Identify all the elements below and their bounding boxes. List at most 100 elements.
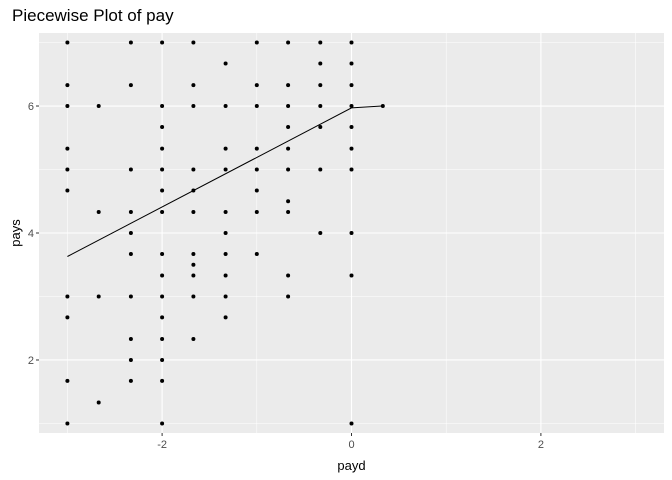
data-point <box>160 125 165 129</box>
data-point <box>160 421 165 426</box>
data-point <box>254 167 259 172</box>
data-point <box>254 210 259 214</box>
data-point <box>223 273 228 278</box>
data-point <box>318 40 323 45</box>
data-point <box>128 252 133 256</box>
x-axis-title: payd <box>337 458 365 473</box>
data-point <box>254 252 259 256</box>
data-point <box>223 294 228 299</box>
data-point <box>318 83 323 88</box>
data-point <box>191 337 196 341</box>
data-point <box>160 146 165 151</box>
chart-title: Piecewise Plot of pay <box>12 6 174 25</box>
y-axis: 2 4 6 <box>28 101 39 367</box>
data-point <box>65 315 70 320</box>
data-point <box>318 125 323 129</box>
data-point <box>286 83 291 88</box>
data-point <box>286 210 291 214</box>
y-tick-label: 6 <box>28 101 34 113</box>
data-point <box>191 294 196 299</box>
data-point <box>65 40 70 45</box>
data-point <box>128 378 133 383</box>
data-point <box>223 252 228 256</box>
data-point <box>286 125 291 129</box>
data-point <box>349 40 354 45</box>
data-point <box>286 199 291 204</box>
y-tick-label: 2 <box>28 355 34 367</box>
data-point <box>318 104 323 108</box>
data-point <box>349 421 354 426</box>
data-point <box>65 167 70 172</box>
data-point <box>191 104 196 108</box>
data-point <box>65 188 70 193</box>
data-point <box>191 83 196 88</box>
data-point <box>160 378 165 383</box>
data-point <box>128 294 133 299</box>
data-point <box>191 167 196 172</box>
data-point <box>286 146 291 151</box>
data-point <box>160 210 165 214</box>
x-axis: -2 0 2 <box>157 433 544 451</box>
data-point <box>65 378 70 383</box>
data-point <box>349 231 354 235</box>
data-point <box>286 294 291 299</box>
data-point <box>128 40 133 45</box>
data-point <box>254 188 259 193</box>
data-point <box>254 146 259 151</box>
data-point <box>223 210 228 214</box>
data-point <box>223 231 228 235</box>
data-point <box>65 146 70 151</box>
data-point <box>160 167 165 172</box>
data-point <box>191 273 196 278</box>
data-point <box>254 83 259 88</box>
data-point <box>223 104 228 108</box>
data-point <box>191 262 196 267</box>
data-point <box>349 273 354 278</box>
y-tick-label: 4 <box>28 228 34 240</box>
data-point <box>160 358 165 362</box>
data-point <box>349 104 354 108</box>
data-point <box>65 294 70 299</box>
data-point <box>254 104 259 108</box>
data-point <box>349 83 354 88</box>
data-point <box>191 210 196 214</box>
data-point <box>128 358 133 362</box>
data-point <box>128 167 133 172</box>
data-point <box>128 337 133 341</box>
data-point <box>286 104 291 108</box>
data-point <box>318 231 323 235</box>
data-point <box>191 252 196 256</box>
data-point <box>160 252 165 256</box>
data-point <box>349 125 354 129</box>
data-point <box>223 61 228 66</box>
data-point <box>96 104 101 108</box>
data-point <box>191 188 196 193</box>
data-point <box>254 40 259 45</box>
data-point <box>223 167 228 172</box>
data-point <box>160 337 165 341</box>
data-point <box>223 146 228 151</box>
data-point <box>286 273 291 278</box>
data-point <box>318 167 323 172</box>
data-point <box>160 188 165 193</box>
data-point <box>286 40 291 45</box>
x-tick-label: 2 <box>538 439 544 451</box>
data-point <box>286 167 291 172</box>
data-point <box>160 315 165 320</box>
y-axis-title: pays <box>8 219 23 247</box>
data-point <box>128 83 133 88</box>
data-point <box>380 104 385 108</box>
data-point <box>65 83 70 88</box>
x-tick-label: -2 <box>157 439 167 451</box>
data-point <box>349 167 354 172</box>
data-point <box>349 146 354 151</box>
data-point <box>128 231 133 235</box>
data-point <box>96 400 101 405</box>
data-point <box>318 61 323 66</box>
data-point <box>128 210 133 214</box>
data-points <box>65 40 385 426</box>
data-point <box>96 210 101 214</box>
x-tick-label: 0 <box>348 439 354 451</box>
data-point <box>160 40 165 45</box>
